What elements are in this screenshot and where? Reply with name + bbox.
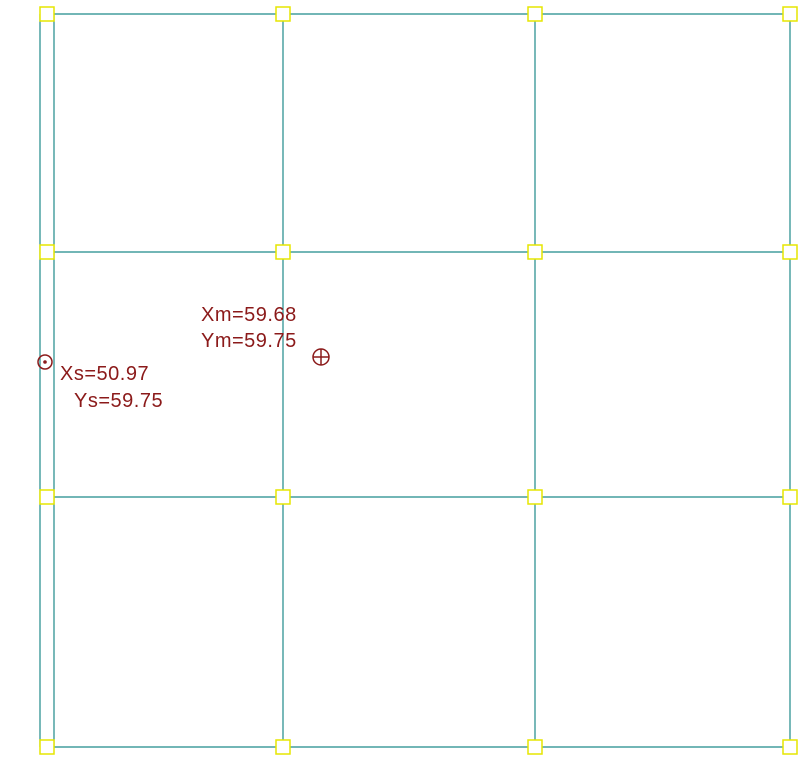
- grid-node[interactable]: [40, 7, 54, 21]
- grid-node[interactable]: [528, 245, 542, 259]
- grid-node[interactable]: [528, 740, 542, 754]
- grid-node[interactable]: [276, 740, 290, 754]
- grid-node[interactable]: [528, 490, 542, 504]
- grid-node[interactable]: [276, 245, 290, 259]
- grid-node[interactable]: [276, 7, 290, 21]
- mass-center-marker: [313, 349, 329, 365]
- stiffness-y-label: Ys=59.75: [74, 390, 163, 412]
- mass-x-label: Xm=59.68: [201, 304, 297, 326]
- grid-node[interactable]: [276, 490, 290, 504]
- grid-node[interactable]: [783, 245, 797, 259]
- grid-node[interactable]: [40, 245, 54, 259]
- grid-node[interactable]: [528, 7, 542, 21]
- grid-node[interactable]: [40, 740, 54, 754]
- mass-y-label: Ym=59.75: [201, 330, 297, 352]
- grid-node[interactable]: [783, 490, 797, 504]
- stiffness-x-label: Xs=50.97: [60, 363, 149, 385]
- grid-node[interactable]: [783, 740, 797, 754]
- grid-node[interactable]: [40, 490, 54, 504]
- grid-node[interactable]: [783, 7, 797, 21]
